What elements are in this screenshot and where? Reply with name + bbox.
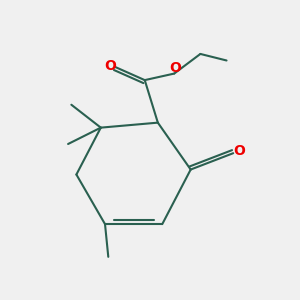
Text: O: O [169,61,181,75]
Text: O: O [233,144,245,158]
Text: O: O [104,59,116,74]
